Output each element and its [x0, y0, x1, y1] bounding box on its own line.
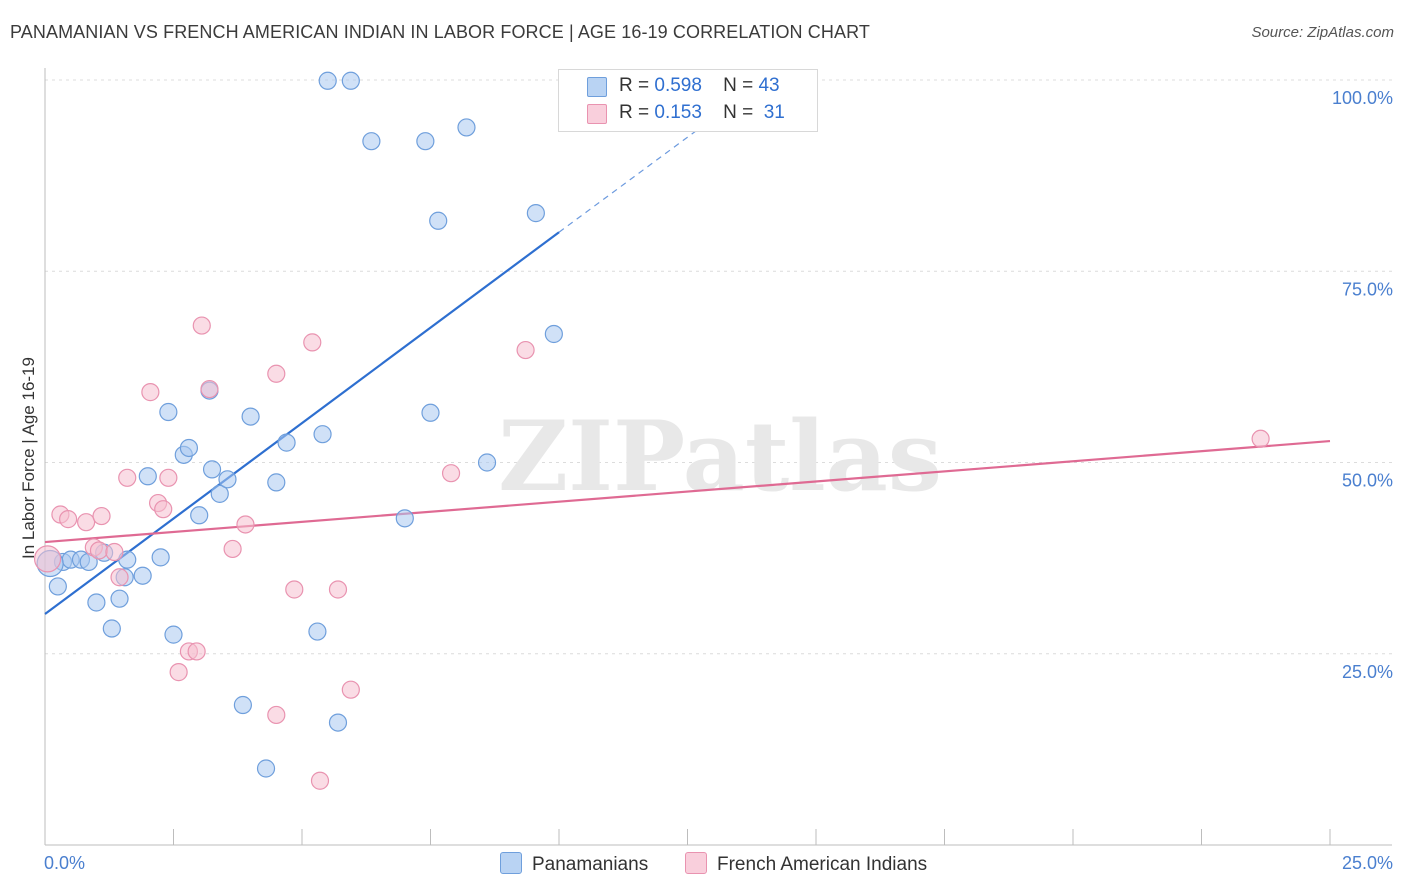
bottom-legend-label: Panamanians — [532, 854, 649, 875]
data-point-panamanians — [110, 589, 129, 608]
data-point-french-american-indians — [169, 663, 188, 682]
axes — [44, 68, 1392, 846]
data-point-panamanians — [395, 509, 414, 528]
data-point-french-american-indians — [341, 680, 360, 699]
data-point-french-american-indians — [267, 364, 286, 383]
y-tick-label: 50.0% — [1342, 471, 1393, 491]
legend-n-value: 31 — [763, 102, 785, 123]
data-point-french-american-indians — [159, 468, 178, 487]
legend-r-label: R = — [619, 102, 650, 123]
data-point-panamanians — [341, 71, 360, 90]
data-point-french-american-indians — [303, 333, 322, 352]
legend-r-value: 0.598 — [654, 75, 702, 96]
data-point-french-american-indians — [118, 468, 137, 487]
data-point-french-american-indians — [516, 340, 535, 360]
bottom-legend-swatch-pink — [685, 852, 707, 874]
data-point-panamanians — [159, 402, 178, 422]
data-point-french-american-indians — [441, 464, 461, 483]
data-point-french-american-indians — [141, 383, 160, 402]
data-point-panamanians — [308, 622, 327, 641]
data-point-panamanians — [526, 204, 545, 223]
legend-swatch-blue — [587, 77, 607, 97]
bottom-legend-panamanians: Panamanians — [500, 852, 648, 876]
data-point-panamanians — [477, 453, 497, 472]
data-point-french-american-indians — [328, 580, 348, 599]
legend-r-value: 0.153 — [654, 102, 702, 123]
data-point-french-american-indians — [192, 316, 211, 335]
data-point-panamanians — [218, 470, 237, 489]
chart-title: PANAMANIAN VS FRENCH AMERICAN INDIAN IN … — [10, 22, 870, 42]
data-point-panamanians — [87, 593, 106, 612]
data-point-panamanians — [457, 118, 476, 137]
data-point-panamanians — [429, 211, 448, 230]
legend-n-label: N = — [723, 102, 754, 123]
legend-n-value: 43 — [758, 75, 780, 96]
data-point-french-american-indians — [310, 771, 330, 790]
data-point-panamanians — [190, 506, 209, 525]
data-point-panamanians — [102, 619, 121, 638]
data-point-french-american-indians — [285, 580, 304, 599]
data-point-french-american-indians — [236, 515, 255, 534]
data-point-panamanians — [210, 484, 229, 503]
data-point-french-american-indians — [92, 506, 111, 526]
x-tick-label: 0.0% — [44, 853, 85, 873]
data-point-panamanians — [241, 407, 260, 426]
y-tick-label: 25.0% — [1342, 662, 1393, 682]
bottom-legend-french-american-indians: French American Indians — [685, 852, 927, 876]
data-point-french-american-indians — [223, 539, 242, 559]
x-tick-label: 25.0% — [1342, 853, 1393, 873]
legend-r-label: R = — [619, 75, 650, 96]
data-point-panamanians — [544, 324, 563, 344]
legend-swatch-pink — [587, 104, 607, 124]
data-point-french-american-indians — [1251, 429, 1270, 448]
data-point-french-american-indians — [59, 510, 78, 529]
data-point-panamanians — [267, 473, 286, 492]
trend-lines — [44, 110, 1331, 615]
data-point-french-american-indians — [89, 541, 109, 560]
data-point-french-american-indians — [187, 642, 206, 661]
data-point-panamanians — [318, 71, 337, 90]
data-point-panamanians — [133, 566, 152, 585]
data-point-french-american-indians — [77, 513, 96, 532]
data-point-french-american-indians — [267, 705, 286, 725]
source-label: Source: ZipAtlas.com — [1251, 24, 1394, 41]
data-point-panamanians — [421, 403, 440, 422]
y-tick-label: 75.0% — [1342, 279, 1393, 299]
data-point-panamanians — [362, 132, 381, 151]
data-point-french-american-indians — [105, 542, 124, 562]
tick-labels: 25.0% 50.0% 75.0% 100.0% 0.0% 25.0% — [44, 88, 1393, 873]
bottom-legend-label: French American Indians — [717, 854, 928, 875]
watermark: ZIPatlas — [498, 400, 942, 513]
y-axis-title: In Labor Force | Age 16-19 — [19, 357, 38, 559]
data-point-panamanians — [313, 425, 332, 444]
data-point-panamanians — [233, 695, 252, 715]
data-point-panamanians — [277, 433, 296, 452]
legend-n-label: N = — [723, 75, 754, 96]
trend-line-french-american-indians — [44, 439, 1331, 544]
data-point-panamanians — [48, 577, 67, 596]
data-point-panamanians — [138, 467, 157, 486]
series-french-american-indians — [33, 316, 1270, 790]
stats-legend: R = 0.598 N = 43 R = 0.153 N = 31 — [558, 69, 818, 132]
data-point-panamanians — [151, 548, 170, 567]
data-point-french-american-indians — [110, 568, 129, 587]
data-point-panamanians — [416, 132, 435, 151]
bottom-legend-swatch-blue — [500, 852, 522, 874]
data-point-french-american-indians — [200, 379, 219, 399]
trend-line-panamanians — [44, 231, 560, 615]
y-tick-label: 100.0% — [1332, 88, 1393, 108]
data-point-panamanians — [202, 460, 222, 479]
data-point-french-american-indians — [154, 500, 173, 519]
data-point-panamanians — [328, 713, 348, 732]
data-point-french-american-indians — [33, 545, 62, 573]
data-point-panamanians — [164, 625, 183, 644]
gridlines — [45, 79, 1392, 655]
data-point-panamanians — [256, 759, 276, 778]
data-point-panamanians — [179, 438, 199, 458]
